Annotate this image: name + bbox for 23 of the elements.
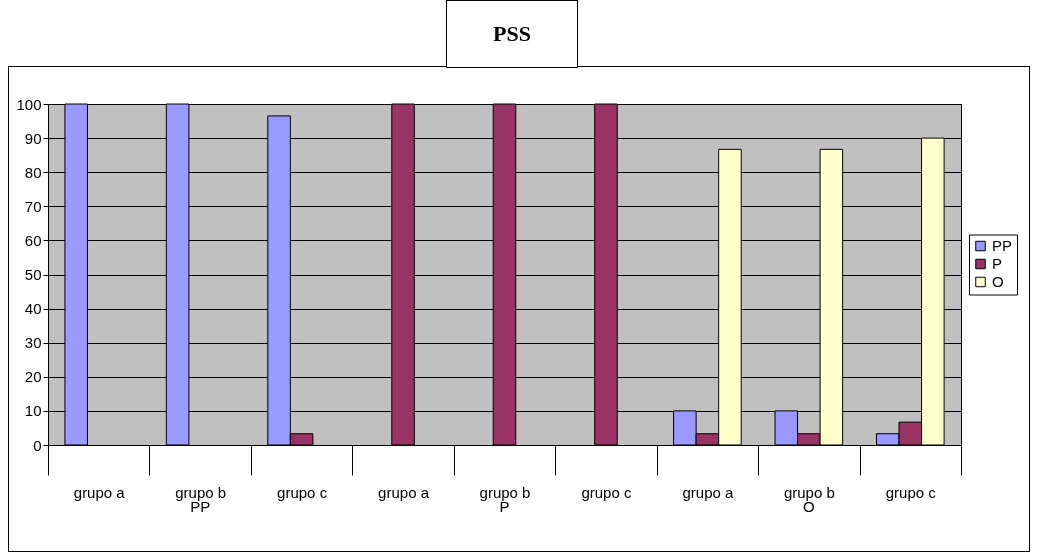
x-tick-label: grupo c xyxy=(277,483,328,501)
y-tick-label: 70 xyxy=(24,197,42,215)
y-tick-label: 10 xyxy=(24,402,42,420)
x-tick-label: grupo a xyxy=(682,483,734,501)
legend-label: PP xyxy=(992,237,1013,254)
y-tick-label: 90 xyxy=(24,129,42,147)
x-tick-label: grupo c xyxy=(885,483,937,501)
y-tick-label: 30 xyxy=(24,334,42,352)
x-tick-label: grupo b xyxy=(783,483,835,501)
y-tick-label: 100 xyxy=(16,95,42,113)
x-tick-label: grupo c xyxy=(581,483,632,501)
y-tick-label: 40 xyxy=(24,300,42,318)
legend-label: O xyxy=(992,273,1004,290)
x-tick-label: grupo b xyxy=(175,483,227,501)
x-tick-label: grupo a xyxy=(73,483,126,501)
x-tick-label: grupo b xyxy=(479,483,531,501)
legend-label: P xyxy=(992,255,1003,272)
y-tick-label: 60 xyxy=(24,231,42,249)
y-tick-label: 0 xyxy=(33,436,42,454)
y-tick-label: 80 xyxy=(24,163,42,181)
y-tick-label: 50 xyxy=(24,266,42,283)
x-tick-label: grupo a xyxy=(378,483,430,501)
y-tick-label: 20 xyxy=(24,368,42,386)
